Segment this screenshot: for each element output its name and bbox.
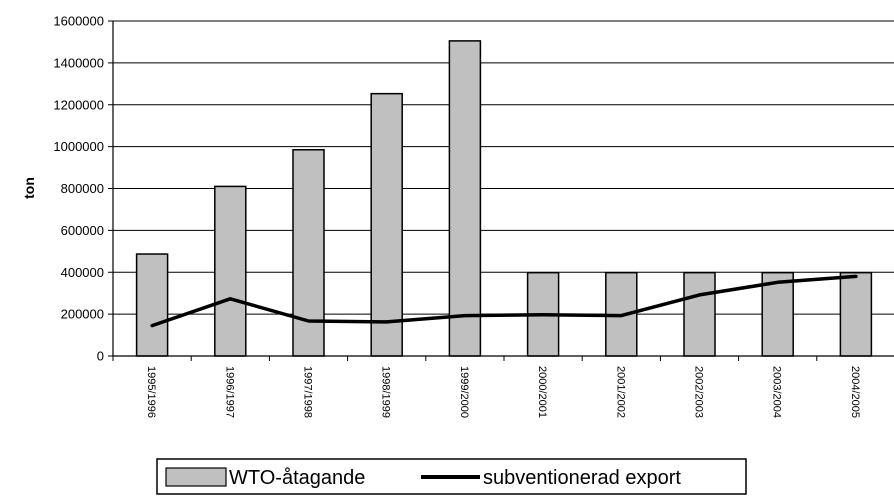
y-tick-labels: 0 200000 400000 600000 800000 1000000 1200000 1… — [53, 14, 104, 364]
legend-label-bar: WTO-åtagande — [229, 467, 365, 489]
x-tick-labels: 1995/1996 1996/1997 1997/1998 1998/1999 1999… — [145, 366, 861, 418]
legend-swatch-bar — [165, 467, 227, 487]
y-tick-label: 600000 — [61, 223, 104, 238]
x-tick-label: 2001/2002 — [614, 366, 626, 418]
bar — [683, 271, 716, 357]
bar-series — [135, 40, 873, 357]
y-tick-label: 1200000 — [53, 97, 104, 112]
axes — [108, 20, 894, 361]
x-tick-label: 1999/2000 — [458, 366, 470, 418]
bar — [839, 271, 873, 357]
x-tick-label: 1996/1997 — [223, 366, 235, 418]
y-tick-label: 800000 — [61, 181, 104, 196]
y-tick-label: 400000 — [61, 265, 104, 280]
legend: WTO-åtagande subventionerad export — [156, 458, 747, 495]
x-tick-label: 1995/1996 — [145, 366, 157, 418]
x-tick-label: 2002/2003 — [693, 366, 705, 418]
x-tick-label: 2000/2001 — [536, 366, 548, 418]
bar — [448, 40, 482, 357]
series-line — [150, 274, 858, 328]
y-tick-label: 200000 — [61, 307, 104, 322]
x-tick-label: 2003/2004 — [771, 366, 783, 418]
y-tick-label: 1000000 — [53, 139, 104, 154]
x-tick-label: 1998/1999 — [380, 366, 392, 418]
x-tick-label: 1997/1998 — [302, 366, 314, 418]
legend-label-line: subventionerad export — [483, 467, 681, 489]
bar — [292, 149, 325, 357]
bar — [761, 271, 794, 357]
y-tick-label: 1400000 — [53, 55, 104, 70]
bar — [135, 253, 169, 357]
line-series — [150, 274, 858, 328]
y-axis-label: ton — [21, 177, 37, 199]
bar — [214, 185, 247, 357]
x-tick-label: 2004/2005 — [849, 366, 861, 418]
bar — [370, 92, 403, 357]
y-tick-label: 1600000 — [53, 14, 104, 29]
y-tick-label: 0 — [97, 349, 104, 364]
